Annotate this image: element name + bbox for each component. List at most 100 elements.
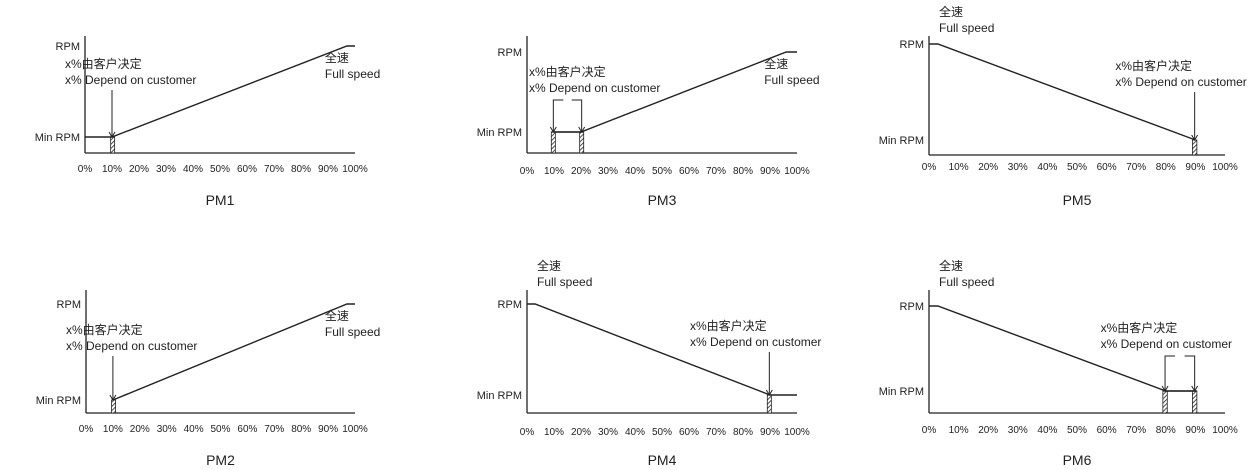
y-label: Min RPM: [35, 132, 80, 144]
x-tick-label: 60%: [679, 427, 699, 438]
x-tick-label: 70%: [706, 166, 726, 177]
x-tick-label: 30%: [598, 166, 618, 177]
x-tick-label: 70%: [1126, 162, 1146, 173]
x-tick-label: 10%: [949, 162, 969, 173]
rpm-curve: [554, 51, 797, 133]
x-tick-label: 0%: [79, 424, 94, 435]
x-tick-label: 80%: [1156, 425, 1176, 436]
annotation-cn: x%由客户决定: [65, 56, 142, 71]
x-tick-label: 0%: [520, 427, 535, 438]
y-label: RPM: [498, 299, 522, 311]
rpm-curve: [929, 43, 1196, 141]
annotation-cn: x%由客户决定: [66, 322, 143, 337]
x-tick-label: 30%: [156, 164, 176, 175]
chart-pm4: RPM Min RPM 0% 10% 20% 30% 40% 50% 60% 70% 80% 90% 1…: [477, 258, 822, 468]
annotation-en: Full speed: [764, 73, 819, 87]
x-tick-label: 70%: [264, 424, 284, 435]
x-tick-label: 0%: [922, 162, 937, 173]
annotation-en: x% Depend on customer: [65, 73, 196, 87]
annotation-cn: x%由客户决定: [1115, 58, 1192, 73]
annotation-cn: 全速: [325, 308, 349, 323]
x-tick-label: 80%: [733, 166, 753, 177]
x-tick-label: 30%: [1008, 162, 1028, 173]
x-tick-label: 40%: [625, 166, 645, 177]
x-tick-label: 90%: [760, 166, 780, 177]
annotation-cn: x%由客户决定: [529, 64, 606, 79]
y-label: Min RPM: [477, 390, 522, 402]
chart-title: PM2: [206, 452, 235, 468]
x-tick-label: 90%: [1185, 425, 1205, 436]
chart-title: PM5: [1063, 192, 1092, 208]
x-tick-label: 100%: [1212, 162, 1238, 173]
arrow-icon: [765, 389, 773, 396]
x-tick-label: 90%: [318, 424, 338, 435]
x-tick-label: 70%: [264, 164, 284, 175]
bracket-line: [552, 99, 583, 132]
chart-pm5: RPM Min RPM 0% 10% 20% 30% 40% 50% 60% 70% 80% 90% 1…: [879, 4, 1247, 208]
x-tick-label: 90%: [760, 427, 780, 438]
x-tick-label: 50%: [652, 166, 672, 177]
hatched-range: [579, 131, 585, 154]
arrow-icon: [1191, 385, 1199, 392]
x-tick-label: 40%: [184, 424, 204, 435]
rpm-curve: [929, 305, 1196, 392]
arrow-icon: [1161, 385, 1169, 392]
x-tick-label: 60%: [1097, 425, 1117, 436]
x-tick-label: 60%: [237, 424, 257, 435]
x-tick-label: 50%: [1067, 162, 1087, 173]
x-tick-label: 0%: [922, 425, 937, 436]
annotation-cn: 全速: [939, 4, 963, 19]
x-tick-label: 50%: [1067, 425, 1087, 436]
x-tick-label: 20%: [571, 166, 591, 177]
hatched-range: [1192, 390, 1198, 414]
x-tick-label: 80%: [291, 164, 311, 175]
chart-title: PM6: [1063, 452, 1092, 468]
x-tick-label: 50%: [210, 424, 230, 435]
y-label: RPM: [56, 41, 80, 53]
hatched-range: [110, 136, 116, 154]
y-label: Min RPM: [879, 135, 924, 147]
arrow-icon: [549, 126, 557, 133]
arrow-icon: [1191, 134, 1199, 141]
annotation-en: x% Depend on customer: [1101, 337, 1232, 351]
hatched-range: [1192, 139, 1198, 156]
x-tick-label: 90%: [1185, 162, 1205, 173]
y-label: RPM: [900, 301, 924, 313]
y-label: Min RPM: [36, 395, 81, 407]
hatched-range: [1162, 390, 1168, 414]
x-tick-label: 100%: [342, 164, 368, 175]
chart-pm3: RPM Min RPM 0% 10% 20% 30% 40% 50% 60% 70% 80% 90% 1…: [477, 36, 820, 208]
chart-title: PM3: [648, 192, 677, 208]
annotation-en: x% Depend on customer: [66, 339, 197, 353]
annotation-cn: 全速: [325, 50, 349, 65]
x-tick-label: 60%: [679, 166, 699, 177]
chart-pm6: RPM Min RPM 0% 10% 20% 30% 40% 50% 60% 70% 80% 90% 1…: [879, 258, 1238, 468]
x-tick-label: 80%: [733, 427, 753, 438]
rpm-curve: [85, 45, 355, 138]
hatched-range: [550, 131, 556, 154]
rpm-curve: [527, 303, 797, 396]
x-tick-label: 20%: [978, 162, 998, 173]
x-tick-label: 100%: [784, 166, 810, 177]
x-tick-label: 20%: [130, 424, 150, 435]
annotation-en: Full speed: [537, 275, 592, 289]
arrow-icon: [578, 126, 586, 133]
annotation-en: Full speed: [939, 21, 994, 35]
y-label: RPM: [57, 299, 81, 311]
annotation-cn: 全速: [764, 56, 788, 71]
x-tick-label: 40%: [1037, 162, 1057, 173]
annotation-cn: x%由客户决定: [1101, 320, 1178, 335]
chart-title: PM1: [206, 192, 235, 208]
x-tick-label: 70%: [706, 427, 726, 438]
arrow-icon: [108, 131, 116, 138]
annotation-en: x% Depend on customer: [690, 335, 821, 349]
chart-title: PM4: [648, 452, 677, 468]
x-tick-label: 60%: [237, 164, 257, 175]
x-tick-label: 40%: [183, 164, 203, 175]
x-tick-label: 10%: [102, 164, 122, 175]
x-tick-label: 10%: [544, 427, 564, 438]
x-tick-label: 50%: [210, 164, 230, 175]
x-tick-label: 70%: [1126, 425, 1146, 436]
annotation-en: x% Depend on customer: [1115, 75, 1246, 89]
